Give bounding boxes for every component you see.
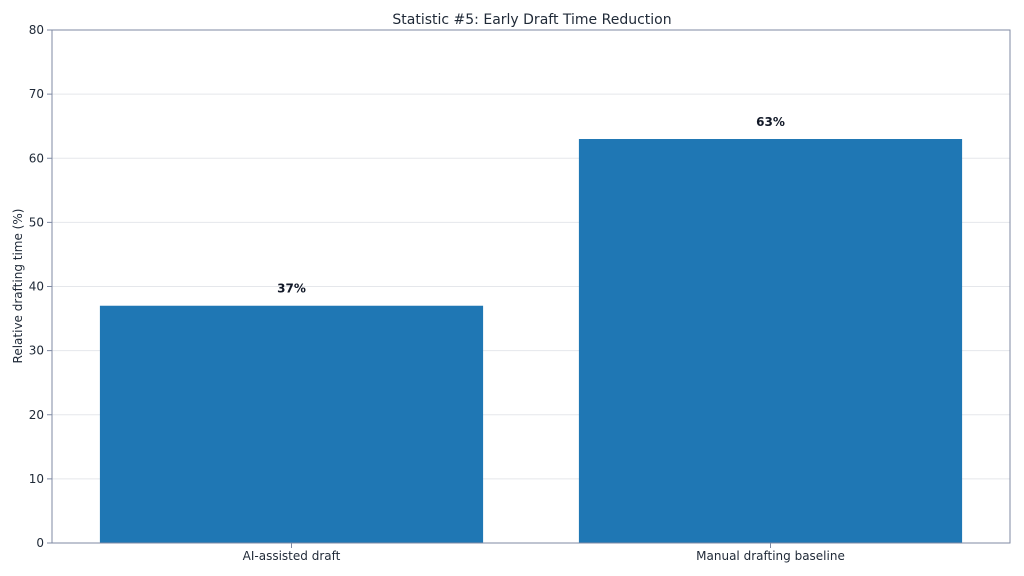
bar xyxy=(99,305,484,543)
y-tick-label: 20 xyxy=(29,408,44,422)
x-tick-label: Manual drafting baseline xyxy=(696,549,845,563)
bar xyxy=(578,139,963,543)
y-tick-label: 10 xyxy=(29,472,44,486)
data-labels: 37% 63% xyxy=(277,115,785,296)
axes: 0 10 20 30 40 50 60 70 80 AI-assisted draft Manual… xyxy=(29,23,1011,563)
plot-frame xyxy=(51,29,1011,544)
bar-value-label: 37% xyxy=(277,282,306,296)
y-tick-label: 40 xyxy=(29,280,44,294)
bars xyxy=(99,139,963,543)
y-tick-label: 30 xyxy=(29,344,44,358)
x-tick-label: AI-assisted draft xyxy=(243,549,341,563)
y-axis-label: Relative drafting time (%) xyxy=(11,209,25,364)
y-tick-label: 60 xyxy=(29,151,44,165)
bar-value-label: 63% xyxy=(756,115,785,129)
chart-title: Statistic #5: Early Draft Time Reduction xyxy=(392,12,671,28)
y-tick-label: 50 xyxy=(29,215,44,229)
y-tick-label: 0 xyxy=(36,536,44,550)
y-tick-label: 80 xyxy=(29,23,44,37)
y-tick-label: 70 xyxy=(29,87,44,101)
